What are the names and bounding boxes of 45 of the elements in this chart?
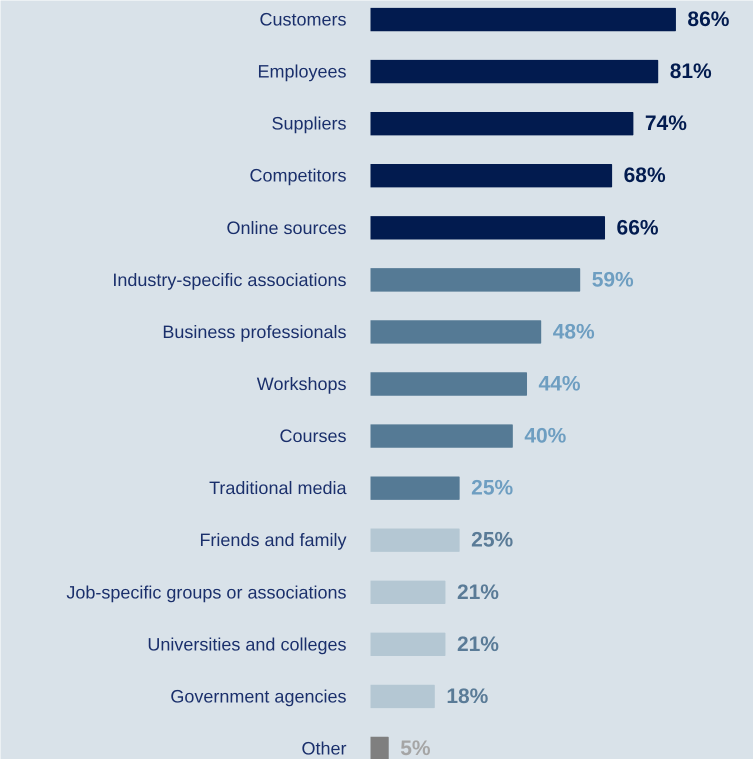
bar	[370, 424, 513, 448]
y-tick-label: Job-specific groups or associations	[66, 582, 347, 602]
bar	[370, 580, 446, 604]
y-tick-label: Suppliers	[271, 114, 347, 134]
y-tick-label: Employees	[257, 62, 347, 82]
y-tick-label: Government agencies	[170, 686, 347, 706]
data-label: 48%	[552, 320, 596, 344]
bar	[370, 736, 389, 759]
data-label: 74%	[644, 112, 688, 136]
bar	[370, 476, 460, 500]
y-tick-label: Online sources	[226, 218, 347, 238]
y-tick-label: Universities and colleges	[147, 634, 347, 654]
y-tick-label: Other	[301, 738, 347, 758]
y-tick-label: Industry-specific associations	[112, 270, 347, 290]
bar	[370, 112, 634, 136]
y-tick-label: Competitors	[249, 166, 346, 186]
data-label: 21%	[456, 632, 500, 656]
data-label: 68%	[624, 164, 666, 188]
data-label: 40%	[524, 424, 567, 448]
bar	[370, 372, 528, 396]
data-label: 5%	[400, 736, 431, 759]
bar	[370, 268, 580, 292]
bar	[370, 684, 435, 708]
bar	[370, 320, 542, 344]
bar	[370, 216, 606, 240]
data-label: 59%	[592, 268, 634, 292]
data-label: 81%	[670, 60, 712, 84]
y-tick-label: Workshops	[256, 374, 346, 394]
bar	[370, 60, 658, 84]
bar	[370, 632, 446, 656]
y-tick-label: Friends and family	[199, 530, 347, 550]
data-label: 44%	[538, 372, 581, 396]
y-tick-label: Courses	[279, 426, 347, 446]
bar	[370, 8, 676, 32]
data-label: 25%	[471, 528, 514, 552]
bar	[370, 164, 612, 188]
data-label: 66%	[616, 216, 659, 240]
data-label: 18%	[446, 684, 489, 708]
y-tick-label: Business professionals	[162, 322, 347, 342]
data-label: 21%	[456, 580, 500, 604]
y-tick-label: Traditional media	[209, 478, 348, 498]
data-label: 25%	[471, 476, 514, 500]
data-label: 86%	[687, 8, 730, 32]
y-tick-label: Customers	[259, 10, 347, 30]
bar	[370, 528, 460, 552]
